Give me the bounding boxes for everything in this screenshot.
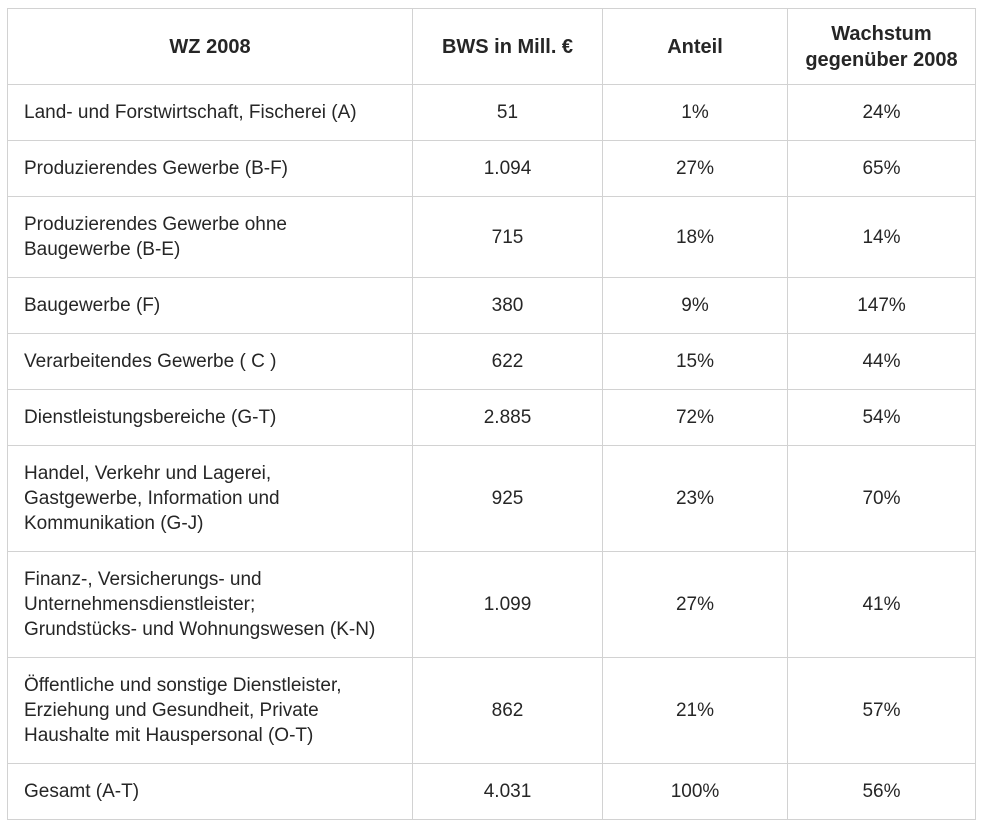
cell-wachstum-value: 57% bbox=[787, 657, 976, 764]
cell-wachstum-value: 44% bbox=[787, 333, 976, 390]
cell-wachstum-value: 56% bbox=[787, 763, 976, 820]
cell-bws-value: 925 bbox=[412, 445, 603, 552]
cell-sector-label: Verarbeitendes Gewerbe ( C ) bbox=[7, 333, 413, 390]
cell-sector-label: Produzierendes Gewerbe ohne Baugewerbe (… bbox=[7, 196, 413, 278]
cell-sector-label: Handel, Verkehr und Lagerei, Gastgewerbe… bbox=[7, 445, 413, 552]
table-row: Finanz-, Versicherungs- und Unternehmens… bbox=[7, 551, 976, 658]
cell-bws-value: 1.094 bbox=[412, 140, 603, 197]
cell-sector-label: Baugewerbe (F) bbox=[7, 277, 413, 334]
bws-sector-table: WZ 2008 BWS in Mill. € Anteil Wachstum g… bbox=[7, 8, 976, 820]
cell-anteil-value: 15% bbox=[602, 333, 788, 390]
cell-bws-value: 1.099 bbox=[412, 551, 603, 658]
table-header-row: WZ 2008 BWS in Mill. € Anteil Wachstum g… bbox=[7, 8, 976, 85]
table-row: Öffentliche und sonstige Dienstleister, … bbox=[7, 657, 976, 764]
cell-bws-value: 715 bbox=[412, 196, 603, 278]
table-row: Land- und Forstwirtschaft, Fischerei (A)… bbox=[7, 84, 976, 141]
table-row: Baugewerbe (F) 380 9% 147% bbox=[7, 277, 976, 334]
cell-sector-label: Land- und Forstwirtschaft, Fischerei (A) bbox=[7, 84, 413, 141]
cell-sector-label: Dienstleistungsbereiche (G-T) bbox=[7, 389, 413, 446]
cell-sector-label: Öffentliche und sonstige Dienstleister, … bbox=[7, 657, 413, 764]
table-row: Produzierendes Gewerbe (B-F) 1.094 27% 6… bbox=[7, 140, 976, 197]
cell-bws-value: 862 bbox=[412, 657, 603, 764]
cell-sector-label: Gesamt (A-T) bbox=[7, 763, 413, 820]
cell-anteil-value: 27% bbox=[602, 551, 788, 658]
table-row: Verarbeitendes Gewerbe ( C ) 622 15% 44% bbox=[7, 333, 976, 390]
table-row: Dienstleistungsbereiche (G-T) 2.885 72% … bbox=[7, 389, 976, 446]
cell-anteil-value: 23% bbox=[602, 445, 788, 552]
cell-wachstum-value: 147% bbox=[787, 277, 976, 334]
cell-wachstum-value: 54% bbox=[787, 389, 976, 446]
cell-anteil-value: 21% bbox=[602, 657, 788, 764]
cell-anteil-value: 1% bbox=[602, 84, 788, 141]
cell-wachstum-value: 70% bbox=[787, 445, 976, 552]
cell-anteil-value: 100% bbox=[602, 763, 788, 820]
column-header-wz-2008: WZ 2008 bbox=[7, 8, 413, 85]
table-row-total: Gesamt (A-T) 4.031 100% 56% bbox=[7, 763, 976, 820]
table-row: Produzierendes Gewerbe ohne Baugewerbe (… bbox=[7, 196, 976, 278]
cell-wachstum-value: 41% bbox=[787, 551, 976, 658]
cell-sector-label: Produzierendes Gewerbe (B-F) bbox=[7, 140, 413, 197]
cell-bws-value: 2.885 bbox=[412, 389, 603, 446]
table-row: Handel, Verkehr und Lagerei, Gastgewerbe… bbox=[7, 445, 976, 552]
cell-wachstum-value: 24% bbox=[787, 84, 976, 141]
column-header-bws: BWS in Mill. € bbox=[412, 8, 603, 85]
cell-bws-value: 4.031 bbox=[412, 763, 603, 820]
cell-bws-value: 380 bbox=[412, 277, 603, 334]
cell-bws-value: 622 bbox=[412, 333, 603, 390]
cell-anteil-value: 18% bbox=[602, 196, 788, 278]
cell-wachstum-value: 14% bbox=[787, 196, 976, 278]
cell-bws-value: 51 bbox=[412, 84, 603, 141]
column-header-wachstum: Wachstum gegenüber 2008 bbox=[787, 8, 976, 85]
cell-anteil-value: 72% bbox=[602, 389, 788, 446]
column-header-anteil: Anteil bbox=[602, 8, 788, 85]
cell-anteil-value: 27% bbox=[602, 140, 788, 197]
cell-anteil-value: 9% bbox=[602, 277, 788, 334]
cell-wachstum-value: 65% bbox=[787, 140, 976, 197]
cell-sector-label: Finanz-, Versicherungs- und Unternehmens… bbox=[7, 551, 413, 658]
